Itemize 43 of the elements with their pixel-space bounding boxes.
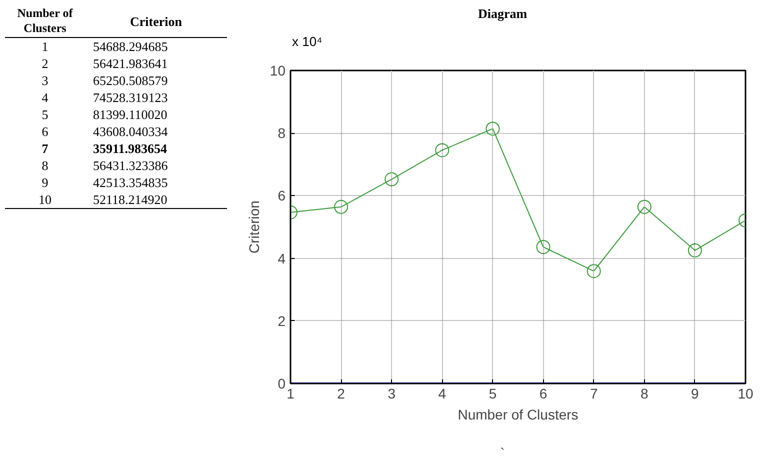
x-tick-label: 2 <box>337 386 346 402</box>
text: 81399.110020 <box>92 106 168 123</box>
category-label: 2 <box>42 56 48 71</box>
x-tick-label: 3 <box>388 386 396 402</box>
y-tick-label: 6 <box>278 188 286 204</box>
text: 65250.508579 <box>92 72 169 89</box>
x-tick-label: 1 <box>286 386 295 402</box>
text: 52118.214920 <box>92 191 168 208</box>
category-label: 5 <box>42 107 48 122</box>
category-label: 6 <box>42 124 48 139</box>
x-tick-label: 10 <box>738 386 754 402</box>
category-label: 7 <box>42 141 48 156</box>
x-tick-label: 7 <box>590 386 598 402</box>
y-tick-label: 8 <box>278 125 286 142</box>
x-tick-label: 5 <box>488 386 497 402</box>
category-label: 10 <box>38 192 52 207</box>
x-tick-label: 8 <box>640 386 648 402</box>
category-label: 4 <box>42 90 48 105</box>
category-label: 1 <box>42 39 48 54</box>
chart-title: Diagram <box>476 5 528 23</box>
text: Number of Clusters <box>17 6 73 35</box>
text: 56421.983641 <box>92 55 169 72</box>
x-axis-title: Number of Clusters <box>458 406 578 422</box>
text: 43608.040334 <box>92 123 169 140</box>
y-tick-label: 2 <box>278 312 286 329</box>
text: 74528.319123 <box>92 89 169 106</box>
text: ` <box>499 444 506 459</box>
text: Criterion <box>130 14 182 28</box>
text: 42513.354835 <box>92 174 169 191</box>
x-tick-label: 9 <box>691 386 700 402</box>
x-tick-label: 6 <box>539 386 548 402</box>
text: 35911.983654 <box>92 140 168 157</box>
y-tick-label: 10 <box>270 62 286 78</box>
category-label: 8 <box>42 158 48 173</box>
text: 56431.323386 <box>92 157 169 174</box>
y-tick-label: 4 <box>278 250 286 266</box>
category-label: 3 <box>42 73 48 88</box>
category-label: 9 <box>42 175 48 190</box>
y-tick-label: 0 <box>278 376 286 392</box>
text: 54688.294685 <box>92 38 169 55</box>
x-tick-label: 4 <box>438 386 446 402</box>
y-axis-title: Criterion <box>246 200 262 254</box>
text: x 10⁴ <box>291 33 322 51</box>
